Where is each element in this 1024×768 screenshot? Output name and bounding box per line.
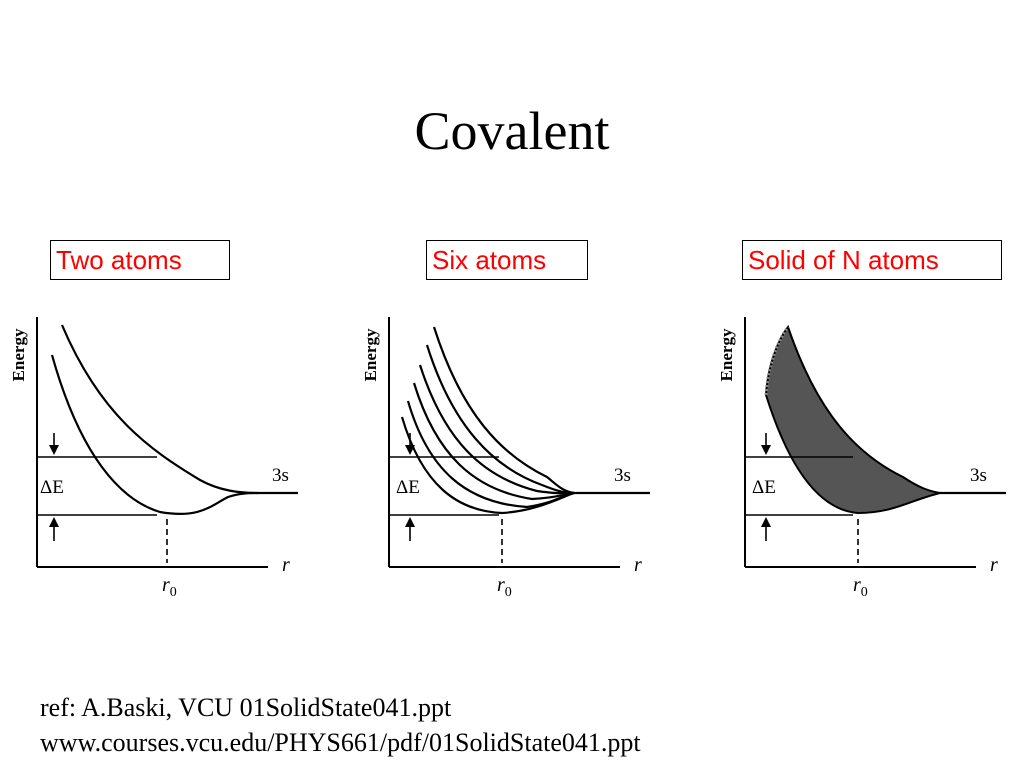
delta-e-label: ΔE xyxy=(40,477,64,498)
diagram-six-atoms-svg: Energy r ΔE 3s r0 xyxy=(361,317,650,600)
delta-e-label: ΔE xyxy=(752,477,776,498)
energy-curve-4 xyxy=(412,382,575,501)
label-solid-n-atoms: Solid of N atoms xyxy=(742,240,1002,280)
label-six-atoms: Six atoms xyxy=(426,240,588,280)
down-arrow-icon xyxy=(761,445,771,455)
y-axis-label: Energy xyxy=(361,328,380,381)
up-arrow-icon xyxy=(405,517,415,527)
diagram-six-atoms: Energy r ΔE 3s r0 xyxy=(352,305,652,605)
reference-text: ref: A.Baski, VCU 01SolidState041.ppt xyxy=(40,693,452,722)
down-arrow-icon xyxy=(405,445,415,455)
r0-label: r0 xyxy=(162,574,177,600)
lower-energy-curve xyxy=(50,354,259,515)
up-arrow-icon xyxy=(49,517,59,527)
diagram-two-atoms-svg: Energy r ΔE 3s r0 xyxy=(9,317,298,600)
band-dotted-fringe xyxy=(764,326,790,396)
r0-label: r0 xyxy=(853,574,868,600)
upper-energy-curve xyxy=(60,324,298,495)
y-axis-label: Energy xyxy=(717,328,736,381)
diagram-solid-svg: Energy r ΔE 3s r0 xyxy=(717,317,1006,600)
level-label: 3s xyxy=(272,465,289,486)
energy-band-fill xyxy=(764,324,941,515)
delta-e-label: ΔE xyxy=(396,477,420,498)
x-axis-label: r xyxy=(282,554,290,576)
energy-curve-6 xyxy=(400,416,575,515)
energy-curve-2 xyxy=(425,344,575,495)
down-arrow-icon xyxy=(49,445,59,455)
energy-curve-1 xyxy=(432,326,650,495)
label-two-atoms: Two atoms xyxy=(50,240,230,280)
diagram-two-atoms: Energy r ΔE 3s r0 xyxy=(0,305,300,605)
r0-label: r0 xyxy=(497,574,512,600)
x-axis-label: r xyxy=(990,554,998,576)
level-label: 3s xyxy=(970,465,987,486)
level-label: 3s xyxy=(614,465,631,486)
x-axis-label: r xyxy=(634,554,642,576)
up-arrow-icon xyxy=(761,517,771,527)
slide-title: Covalent xyxy=(414,101,610,161)
energy-curve-3 xyxy=(418,364,575,495)
reference-url: www.courses.vcu.edu/PHYS661/pdf/01SolidS… xyxy=(40,728,641,757)
y-axis-label: Energy xyxy=(9,328,28,381)
diagram-solid-n-atoms: Energy r ΔE 3s r0 xyxy=(708,305,1008,605)
